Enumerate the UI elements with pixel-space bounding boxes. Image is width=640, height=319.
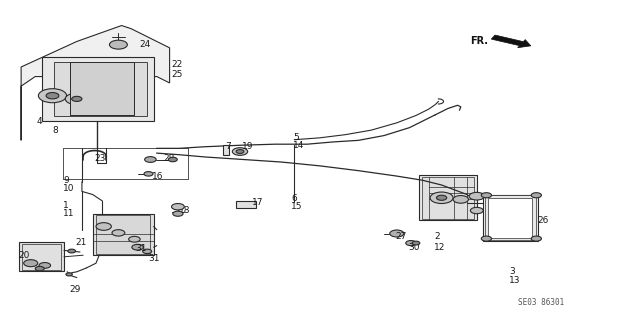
Bar	[63, 148, 188, 179]
Circle shape	[112, 230, 125, 236]
Bar	[19, 242, 64, 271]
Circle shape	[173, 211, 183, 216]
Text: 13: 13	[509, 276, 520, 285]
Bar	[93, 214, 154, 255]
Text: 5: 5	[293, 133, 299, 142]
Circle shape	[132, 244, 143, 250]
Bar	[63, 148, 188, 179]
Circle shape	[24, 260, 38, 267]
Text: 20: 20	[18, 251, 29, 260]
Circle shape	[436, 195, 447, 200]
Text: 16: 16	[152, 172, 164, 181]
Circle shape	[39, 263, 51, 268]
Circle shape	[66, 273, 72, 276]
Text: 4: 4	[36, 117, 42, 126]
Bar	[54, 62, 147, 116]
Circle shape	[481, 236, 492, 241]
Bar	[96, 215, 150, 254]
Bar	[488, 198, 532, 238]
Text: 14: 14	[293, 141, 305, 150]
Circle shape	[430, 192, 453, 204]
Text: 10: 10	[63, 184, 75, 193]
Circle shape	[38, 89, 67, 103]
Text: 7: 7	[225, 142, 231, 151]
Bar	[483, 195, 538, 241]
Text: 6: 6	[291, 194, 297, 203]
Circle shape	[172, 204, 184, 210]
Circle shape	[145, 157, 156, 162]
Circle shape	[531, 236, 541, 241]
Text: 23: 23	[95, 154, 106, 163]
Text: 8: 8	[52, 126, 58, 135]
Circle shape	[412, 241, 420, 245]
Text: 1: 1	[63, 201, 69, 210]
Text: FR.: FR.	[470, 36, 488, 46]
Polygon shape	[21, 26, 170, 140]
Circle shape	[232, 148, 248, 155]
Text: 15: 15	[291, 202, 303, 211]
Text: 31: 31	[148, 254, 160, 263]
Bar	[223, 145, 229, 155]
Circle shape	[470, 207, 483, 214]
Polygon shape	[492, 35, 531, 48]
Bar	[419, 175, 477, 220]
Circle shape	[72, 96, 82, 101]
Text: 27: 27	[396, 232, 407, 241]
Text: 25: 25	[172, 70, 183, 78]
Text: 30: 30	[408, 243, 420, 252]
Circle shape	[168, 157, 177, 162]
Circle shape	[35, 266, 44, 271]
Text: 3: 3	[509, 267, 515, 276]
Circle shape	[46, 93, 59, 99]
Circle shape	[406, 241, 416, 246]
Bar	[485, 195, 536, 240]
Text: 19: 19	[242, 142, 253, 151]
Bar	[422, 177, 474, 219]
Circle shape	[469, 192, 484, 200]
Text: 11: 11	[63, 209, 75, 218]
Circle shape	[144, 172, 153, 176]
Circle shape	[453, 196, 468, 203]
Circle shape	[68, 249, 76, 253]
Circle shape	[390, 230, 404, 237]
Text: 24: 24	[140, 40, 151, 48]
Circle shape	[129, 236, 140, 242]
Text: 21: 21	[76, 238, 87, 247]
Text: 22: 22	[172, 60, 183, 69]
Text: 28: 28	[163, 154, 175, 163]
Text: 2: 2	[434, 232, 440, 241]
Circle shape	[65, 93, 88, 105]
Text: 9: 9	[63, 176, 69, 185]
Circle shape	[481, 193, 492, 198]
Circle shape	[143, 249, 152, 254]
Text: 29: 29	[69, 285, 81, 294]
Bar	[22, 244, 61, 270]
Bar	[70, 62, 134, 115]
Text: 12: 12	[434, 243, 445, 252]
Circle shape	[236, 150, 244, 153]
Bar	[42, 57, 154, 121]
Text: 31: 31	[136, 244, 147, 253]
Text: SE03 86301: SE03 86301	[518, 298, 564, 307]
Text: 17: 17	[252, 198, 263, 207]
Bar	[236, 201, 256, 208]
Text: 26: 26	[538, 216, 549, 225]
Circle shape	[109, 40, 127, 49]
Text: 18: 18	[179, 206, 191, 215]
Circle shape	[531, 193, 541, 198]
Circle shape	[96, 223, 111, 230]
